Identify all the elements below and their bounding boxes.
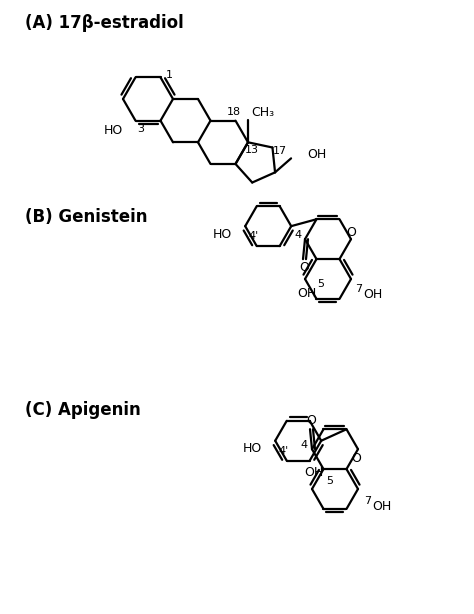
Text: (B) Genistein: (B) Genistein — [25, 208, 147, 226]
Text: OH: OH — [307, 148, 326, 161]
Text: (A) 17β-estradiol: (A) 17β-estradiol — [25, 14, 184, 32]
Text: HO: HO — [104, 124, 123, 137]
Text: OH: OH — [364, 289, 383, 301]
Text: 1: 1 — [166, 71, 173, 80]
Text: 5: 5 — [317, 279, 324, 289]
Text: OH: OH — [373, 500, 392, 513]
Text: (C) Apigenin: (C) Apigenin — [25, 401, 141, 419]
Text: OH: OH — [304, 467, 324, 480]
Text: 4: 4 — [294, 230, 301, 240]
Text: O: O — [346, 226, 356, 239]
Text: 5: 5 — [326, 476, 333, 486]
Text: 7: 7 — [356, 284, 363, 294]
Text: 4: 4 — [301, 440, 308, 450]
Text: CH₃: CH₃ — [251, 106, 274, 119]
Text: 17: 17 — [273, 146, 287, 157]
Text: 18: 18 — [227, 107, 241, 117]
Text: O: O — [306, 414, 316, 427]
Text: O: O — [351, 452, 361, 465]
Text: 13: 13 — [245, 146, 259, 155]
Text: 4': 4' — [278, 446, 289, 456]
Text: 4': 4' — [248, 231, 258, 241]
Text: 3: 3 — [137, 123, 144, 134]
Text: HO: HO — [243, 442, 262, 455]
Text: O: O — [299, 261, 309, 274]
Text: 7: 7 — [365, 496, 372, 506]
Text: OH: OH — [297, 287, 317, 300]
Text: HO: HO — [213, 228, 232, 241]
